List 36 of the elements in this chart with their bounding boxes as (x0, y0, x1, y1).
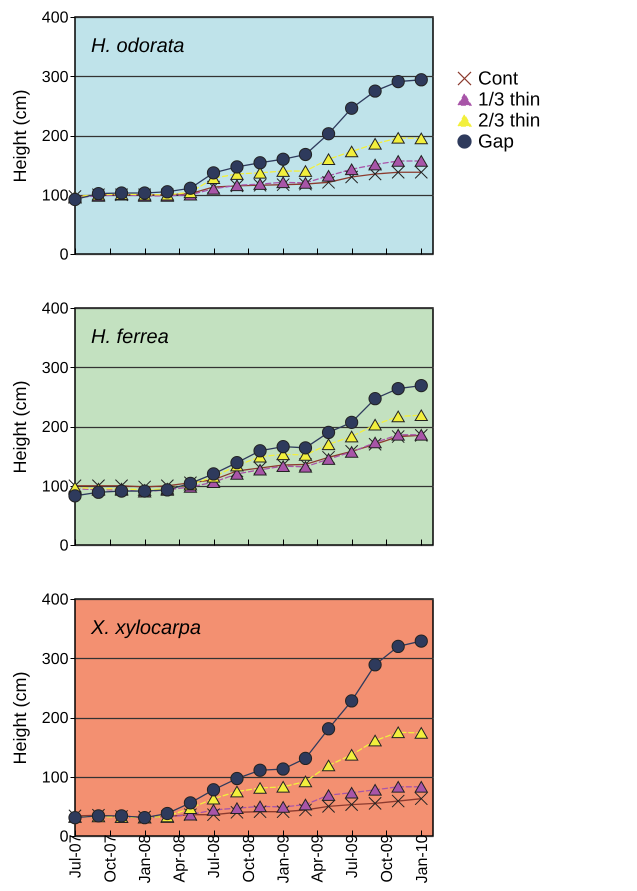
x-tick-label: Jul-09 (344, 834, 362, 878)
y-tick-label: 100 (42, 187, 69, 204)
x-tick-label: Apr-09 (310, 834, 327, 883)
x-tick-label: Jan-08 (137, 834, 154, 884)
x-tick-label: Jan-09 (276, 834, 293, 884)
y-tick-label: 0 (60, 828, 69, 846)
x-tick-label: Oct-09 (378, 834, 396, 883)
x-tick-label: Jul-08 (206, 834, 224, 878)
y-tick-label: 0 (60, 538, 69, 554)
y-tick-label: 200 (42, 128, 69, 145)
x-tick-label: Oct-07 (102, 834, 120, 883)
text: H. odorata (91, 35, 184, 57)
x-tick-label: Jan-10 (414, 834, 431, 884)
y-tick-label: 100 (42, 478, 69, 496)
y-tick-label: 400 (42, 10, 69, 26)
y-axis-title: Height (cm) (10, 89, 30, 183)
x-tick-label: Apr-08 (172, 834, 189, 883)
x-tick-label: Oct-08 (240, 834, 258, 883)
text: H. ferrea (91, 326, 169, 348)
y-tick-label: 300 (42, 360, 69, 377)
legend-label: Cont (478, 68, 519, 90)
y-axis-title: Height (cm) (10, 671, 30, 765)
y-tick-label: 200 (42, 710, 69, 727)
y-tick-label: 0 (60, 246, 69, 264)
legend-label: 2/3 thin (478, 110, 540, 132)
text: X. xylocarpa (90, 617, 202, 639)
y-tick-label: 400 (42, 592, 69, 608)
y-axis-title: Height (cm) (10, 380, 30, 474)
legend-label: Gap (478, 132, 514, 152)
y-tick-label: 100 (42, 769, 69, 786)
y-tick-label: 200 (42, 419, 69, 436)
y-tick-label: 300 (42, 68, 69, 86)
x-tick-label: Jul-07 (68, 834, 84, 878)
y-tick-label: 300 (42, 650, 69, 668)
y-tick-label: 400 (42, 300, 69, 318)
legend-label: 1/3 thin (478, 90, 540, 110)
